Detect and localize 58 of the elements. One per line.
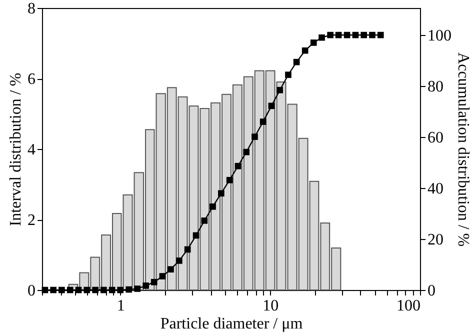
point	[268, 102, 275, 110]
y2-tick-label: 60	[428, 130, 444, 147]
point	[276, 86, 283, 94]
y2-tick-label: 100	[428, 28, 452, 45]
point	[302, 47, 308, 54]
y2-tick-label: 40	[428, 180, 444, 198]
y-tick-label: 0	[28, 282, 36, 300]
point	[310, 40, 317, 46]
point	[318, 34, 325, 41]
point	[293, 58, 300, 66]
point	[108, 286, 116, 294]
point	[126, 286, 132, 293]
point	[285, 72, 292, 78]
point	[50, 286, 56, 294]
point	[377, 32, 384, 38]
point	[92, 286, 99, 294]
x-tick-label: 10	[262, 298, 279, 314]
y2-tick-label: 20	[428, 232, 444, 249]
point	[352, 32, 359, 38]
point	[201, 217, 208, 224]
point	[327, 32, 334, 38]
point	[369, 32, 376, 38]
point	[243, 148, 250, 156]
point	[210, 203, 216, 210]
point	[192, 232, 200, 239]
point	[335, 32, 342, 38]
point	[150, 278, 158, 286]
point	[184, 246, 191, 253]
point	[168, 266, 174, 273]
y2-tick-label: 0	[428, 282, 436, 300]
y-tick-label: 8	[28, 0, 36, 18]
point	[84, 286, 90, 294]
point	[159, 273, 166, 280]
point	[252, 134, 258, 140]
x-tick-label: 100	[396, 298, 420, 314]
y-tick-label: 2	[28, 212, 36, 229]
point	[117, 286, 124, 294]
point	[234, 162, 242, 170]
point	[66, 286, 74, 294]
point	[42, 286, 48, 294]
point	[176, 258, 182, 264]
x-tick-label: 1	[116, 298, 125, 314]
y-tick-label: 6	[28, 71, 36, 88]
point	[75, 286, 82, 294]
x-axis-title: Particle diameter / μm	[160, 316, 304, 332]
point	[218, 190, 224, 197]
y-axis-title: Interval distribution / %	[8, 72, 24, 226]
y-tick-label: 4	[28, 142, 36, 158]
point	[142, 282, 150, 289]
point	[134, 286, 141, 292]
point	[100, 286, 107, 294]
point	[226, 176, 233, 184]
point	[260, 118, 266, 125]
y2-axis-title: Accumulation distribution / %	[454, 52, 472, 247]
point	[344, 32, 350, 38]
y2-tick-label: 80	[428, 78, 444, 96]
point	[58, 286, 65, 294]
point	[360, 32, 368, 38]
